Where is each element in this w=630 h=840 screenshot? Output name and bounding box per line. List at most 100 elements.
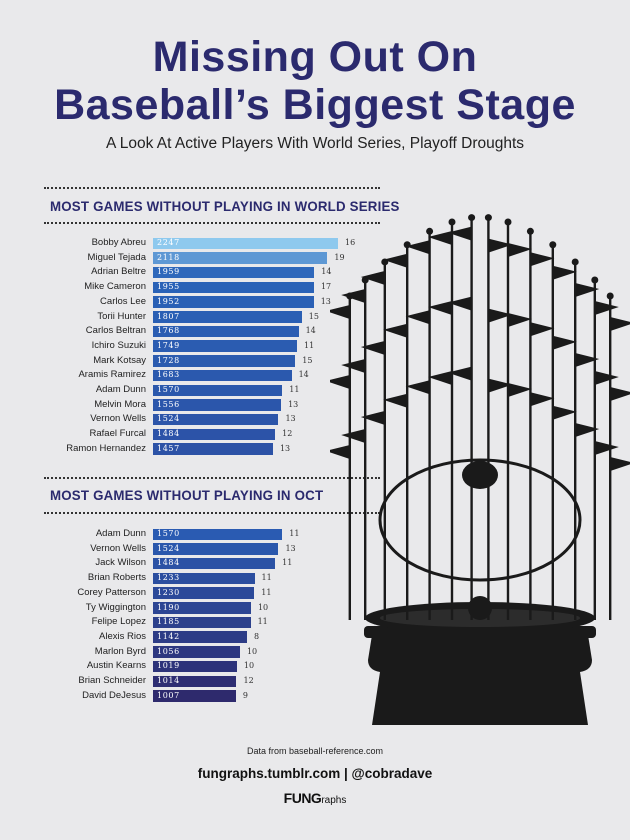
trophy-pole-finial bbox=[549, 241, 557, 249]
seasons-label: 12 bbox=[282, 429, 293, 439]
trophy-pennant bbox=[594, 300, 619, 315]
logo-rest: raphs bbox=[321, 795, 347, 806]
games-bar bbox=[153, 311, 302, 323]
trophy-pennant bbox=[383, 323, 408, 338]
games-value-label: 2247 bbox=[157, 238, 180, 247]
games-value-label: 1014 bbox=[157, 676, 180, 685]
trophy-pennant bbox=[530, 322, 555, 337]
bar-row: Austin Kearns 1019 10 bbox=[0, 659, 400, 674]
bar-row: Brian Roberts 1233 11 bbox=[0, 571, 400, 586]
seasons-label: 13 bbox=[320, 296, 331, 306]
player-name-label: Vernon Wells bbox=[90, 413, 146, 425]
trophy-pennant bbox=[447, 296, 472, 311]
data-source-note: Data from baseball-reference.com bbox=[246, 746, 384, 756]
games-value-label: 1556 bbox=[157, 399, 180, 409]
player-name-label: David DeJesus bbox=[82, 689, 146, 701]
bar-row: Torii Hunter 1807 15 bbox=[0, 310, 400, 325]
player-name-label: Ramon Hernandez bbox=[66, 442, 146, 454]
bar-row: David DeJesus 1007 9 bbox=[0, 689, 400, 704]
bar-row: Ichiro Suzuki 1749 11 bbox=[0, 339, 400, 354]
bar-row: Miguel Tejada 2118 19 bbox=[0, 251, 400, 266]
bar-row: Ramon Hernandez 1457 13 bbox=[0, 442, 400, 457]
games-bar bbox=[153, 413, 279, 426]
trophy-pole-finial bbox=[591, 276, 599, 284]
player-name-label: Bobby Abreu bbox=[91, 237, 146, 248]
trophy-pennant bbox=[488, 378, 513, 393]
player-name-label: Felipe Lopez bbox=[91, 616, 146, 628]
page-subtitle: A Look At Active Players With World Seri… bbox=[105, 135, 525, 152]
games-value-label: 1955 bbox=[157, 282, 180, 292]
games-bar bbox=[153, 296, 314, 308]
games-bar bbox=[153, 369, 292, 382]
games-value-label: 1142 bbox=[157, 631, 180, 641]
bar-row: Carlos Lee 1952 13 bbox=[0, 295, 400, 310]
player-name-label: Jack Wilson bbox=[95, 557, 146, 569]
games-bar bbox=[153, 572, 255, 585]
page-title-line2: Baseball’s Biggest Stage bbox=[54, 81, 576, 129]
player-name-label: Adrian Beltre bbox=[91, 266, 146, 278]
bar-row: Brian Schneider 1014 12 bbox=[0, 674, 400, 689]
trophy-pennant bbox=[508, 242, 532, 257]
player-name-label: Vernon Wells bbox=[90, 542, 146, 554]
games-value-label: 1233 bbox=[157, 573, 180, 583]
seasons-label: 13 bbox=[285, 414, 296, 424]
trophy-base bbox=[368, 635, 592, 725]
games-value-label: 1484 bbox=[157, 429, 180, 439]
games-value-label: 1952 bbox=[157, 296, 180, 306]
seasons-label: 16 bbox=[345, 238, 356, 247]
trophy-pennant bbox=[360, 410, 385, 425]
logo-bold: FUNG bbox=[283, 790, 322, 806]
trophy-pole-finial bbox=[571, 258, 579, 266]
trophy-pennant bbox=[405, 310, 430, 325]
trophy-pennant bbox=[610, 386, 630, 401]
games-bar bbox=[153, 690, 236, 702]
player-name-label: Carlos Beltran bbox=[85, 325, 146, 337]
games-bar bbox=[153, 428, 276, 441]
games-bar bbox=[153, 528, 283, 540]
games-bar bbox=[153, 355, 296, 367]
games-value-label: 1019 bbox=[157, 661, 180, 671]
seasons-label: 11 bbox=[289, 529, 300, 538]
trophy-pennant bbox=[383, 393, 408, 408]
seasons-label: 10 bbox=[246, 646, 258, 656]
games-bar bbox=[153, 237, 338, 249]
trophy-pole-finial bbox=[606, 292, 614, 300]
trophy-pennant bbox=[530, 392, 555, 407]
divider-top bbox=[44, 187, 380, 189]
player-name-label: Mark Kotsay bbox=[93, 354, 146, 366]
games-value-label: 1230 bbox=[157, 587, 180, 597]
games-value-label: 1807 bbox=[157, 311, 180, 321]
games-bar bbox=[153, 675, 237, 687]
trophy-pennant bbox=[594, 370, 619, 385]
games-value-label: 1190 bbox=[157, 602, 180, 612]
seasons-label: 15 bbox=[308, 311, 319, 321]
divider-bottom bbox=[44, 512, 380, 514]
player-name-label: Miguel Tejada bbox=[87, 251, 146, 263]
trophy-pennant bbox=[341, 428, 366, 443]
player-name-label: Marlon Byrd bbox=[94, 645, 146, 657]
trophy-ball bbox=[468, 596, 492, 620]
trophy-pennant bbox=[552, 265, 577, 280]
seasons-label: 13 bbox=[288, 399, 299, 409]
divider-top bbox=[44, 477, 380, 479]
player-name-label: Adam Dunn bbox=[95, 384, 146, 395]
games-bar bbox=[153, 281, 314, 294]
seasons-label: 17 bbox=[320, 282, 332, 292]
bar-row: Felipe Lopez 1185 11 bbox=[0, 615, 400, 630]
trophy-pennant bbox=[488, 308, 513, 323]
seasons-label: 11 bbox=[303, 340, 315, 350]
games-value-label: 1457 bbox=[157, 443, 180, 453]
games-value-label: 1056 bbox=[157, 646, 180, 656]
trophy-pennant bbox=[508, 382, 532, 397]
trophy-pennant bbox=[405, 380, 430, 395]
page-title-line1: Missing Out On bbox=[152, 33, 478, 81]
games-value-label: 1185 bbox=[157, 617, 180, 627]
bar-row: Adam Dunn 1570 11 bbox=[0, 527, 400, 542]
bar-row: Marlon Byrd 1056 10 bbox=[0, 645, 400, 660]
seasons-label: 15 bbox=[302, 355, 313, 365]
bar-row: Mike Cameron 1955 17 bbox=[0, 280, 400, 295]
trophy-pennant bbox=[488, 238, 513, 253]
bar-row: Ty Wiggington 1190 10 bbox=[0, 601, 400, 616]
player-name-label: Melvin Mora bbox=[94, 398, 146, 410]
trophy-pole-finial bbox=[403, 241, 411, 249]
